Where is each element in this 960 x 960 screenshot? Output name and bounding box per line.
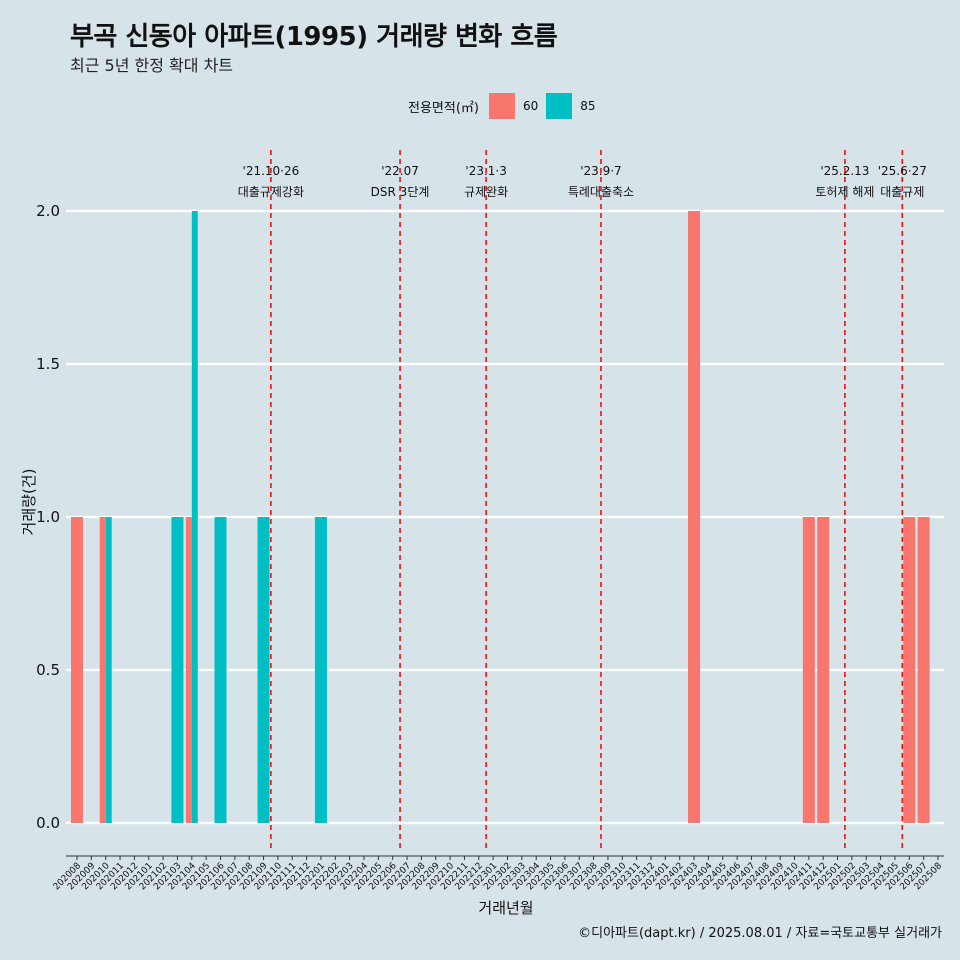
bar-60 [802,517,815,823]
bar-60 [71,517,83,823]
legend-label-85: 85 [580,99,596,113]
legend: 전용면적(㎡) 60 85 [408,93,604,119]
y-tick-label: 1.5 [36,355,60,373]
bar-85 [105,517,112,823]
legend-label-60: 60 [522,99,539,113]
x-axis-title: 거래년월 [478,899,533,917]
y-axis-title: 거래량(건) [20,469,38,536]
bar-85 [191,211,198,823]
source-caption: ©디아파트(dapt.kr) / 2025.08.01 / 자료=국토교통부 실… [578,926,942,941]
bar-60 [185,517,192,823]
chart-subtitle: 최근 5년 한정 확대 차트 [70,56,234,75]
event-label: 특례대출축소 [568,185,634,199]
event-date-label: '25.2.13 [820,164,869,178]
bar-60 [917,517,930,823]
event-date-label: '21.10·26 [243,164,300,178]
y-tick-label: 2.0 [36,202,60,220]
bar-60 [688,211,701,823]
event-label: 대출규제 [880,185,924,199]
y-tick-label: 1.0 [36,508,60,526]
event-date-label: '25.6·27 [878,164,927,178]
bar-85 [214,517,227,823]
legend-key-85 [546,93,573,119]
event-date-label: '22.07 [381,164,419,178]
legend-title: 전용면적(㎡) [408,100,479,116]
event-date-label: '23.1·3 [465,164,506,178]
chart-title: 부곡 신동아 아파트(1995) 거래량 변화 흐름 [70,22,558,52]
legend-key-60 [488,93,515,119]
bar-85 [171,517,184,823]
y-tick-label: 0.0 [36,814,60,832]
y-tick-label: 0.5 [36,661,60,679]
event-label: 규제완화 [464,185,508,199]
bar-60 [99,517,106,823]
bar-60 [903,517,916,823]
event-label: 대출규제강화 [238,185,304,199]
event-label: 토허제 해제 [815,185,874,199]
bar-60 [817,517,830,823]
event-label: DSR 3단계 [371,185,430,199]
event-date-label: '23.9·7 [580,164,621,178]
bar-85 [314,517,327,823]
bar-85 [257,517,270,823]
